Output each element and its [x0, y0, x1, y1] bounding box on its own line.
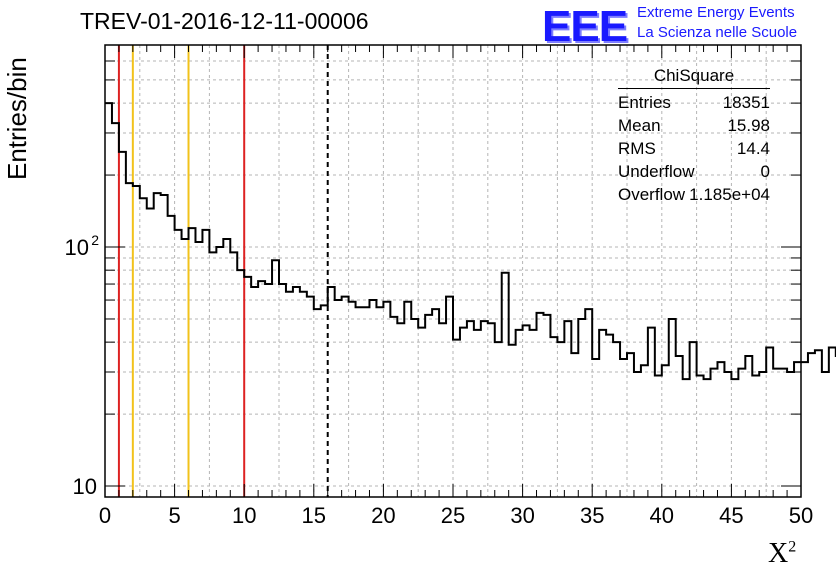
- histogram-series: [105, 102, 836, 381]
- logo-line-1: Extreme Energy Events: [637, 4, 795, 21]
- x-tick-label: 40: [650, 503, 674, 528]
- eee-logo: EEE: [542, 2, 628, 51]
- x-tick-label: 45: [719, 503, 743, 528]
- x-tick-label: 20: [371, 503, 395, 528]
- stats-value: 15.98: [727, 116, 770, 135]
- x-tick-label: 25: [441, 503, 465, 528]
- stats-label: Overflow: [618, 185, 686, 204]
- x-tick-label: 35: [580, 503, 604, 528]
- stats-label: RMS: [618, 139, 656, 158]
- stats-row-underflow: Underflow 0: [612, 160, 776, 183]
- chart-title: TREV-01-2016-12-11-00006: [80, 8, 369, 34]
- stats-box: ChiSquare Entries 18351 Mean 15.98 RMS 1…: [612, 66, 776, 206]
- stats-value: 14.4: [736, 139, 770, 158]
- y-axis-label: Entries/bin: [2, 57, 32, 180]
- stats-label: Entries: [618, 93, 671, 112]
- y-tick-exponent: 2: [91, 232, 99, 248]
- stats-title: ChiSquare: [618, 66, 770, 89]
- x-tick-label: 5: [168, 503, 180, 528]
- stats-row-overflow: Overflow 1.185e+04: [612, 183, 776, 206]
- x-tick-label: 50: [789, 503, 813, 528]
- stats-row-rms: RMS 14.4: [612, 137, 776, 160]
- y-tick-label: 10: [73, 474, 97, 499]
- stats-value: 0: [760, 162, 770, 181]
- x-tick-label: 30: [510, 503, 534, 528]
- x-tick-label: 10: [232, 503, 256, 528]
- stats-label: Mean: [618, 116, 661, 135]
- logo-line-2: La Scienza nelle Scuole: [637, 24, 798, 41]
- stats-row-mean: Mean 15.98: [612, 114, 776, 137]
- stats-value: 1.185e+04: [689, 185, 770, 204]
- stats-value: 18351: [722, 93, 770, 112]
- x-axis-label-base: X: [768, 538, 789, 569]
- x-tick-label: 0: [99, 503, 111, 528]
- x-axis-label: X2: [768, 538, 796, 570]
- stats-row-entries: Entries 18351: [612, 91, 776, 114]
- stats-label: Underflow: [618, 162, 695, 181]
- x-tick-label: 15: [302, 503, 326, 528]
- y-tick-label: 10: [65, 235, 89, 260]
- x-axis-label-superscript: 2: [788, 538, 797, 556]
